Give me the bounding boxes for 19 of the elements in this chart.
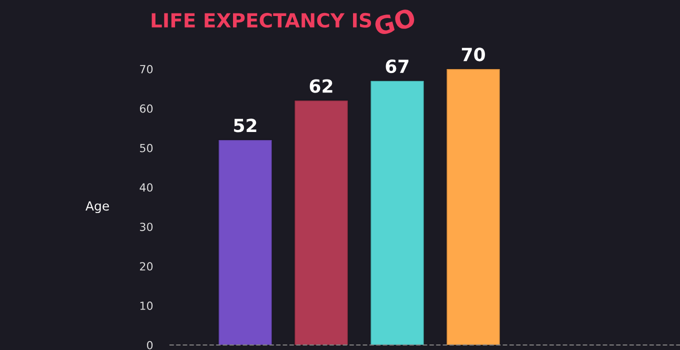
y-tick-label: 50 [140, 144, 153, 152]
y-tick-label: 70 [140, 64, 153, 74]
y-tick-label: 60 [140, 104, 153, 113]
y-tick-label: 40 [140, 183, 153, 192]
bar [294, 100, 349, 346]
data-label: 52 [234, 118, 256, 132]
y-tick-label: 20 [140, 262, 153, 271]
bar [370, 80, 425, 346]
y-tick-label: 30 [140, 222, 153, 232]
data-label: 70 [462, 48, 485, 62]
text: GO [373, 8, 416, 36]
bar [218, 139, 273, 346]
y-tick-label: 10 [140, 302, 153, 310]
y-axis-title: Age [86, 201, 109, 214]
data-label: 67 [386, 60, 408, 74]
bar [446, 68, 501, 346]
y-tick-label: 0 [146, 340, 153, 350]
data-label: 62 [310, 79, 332, 93]
chart-title: LIFE EXPECTANCY IS [152, 12, 372, 28]
